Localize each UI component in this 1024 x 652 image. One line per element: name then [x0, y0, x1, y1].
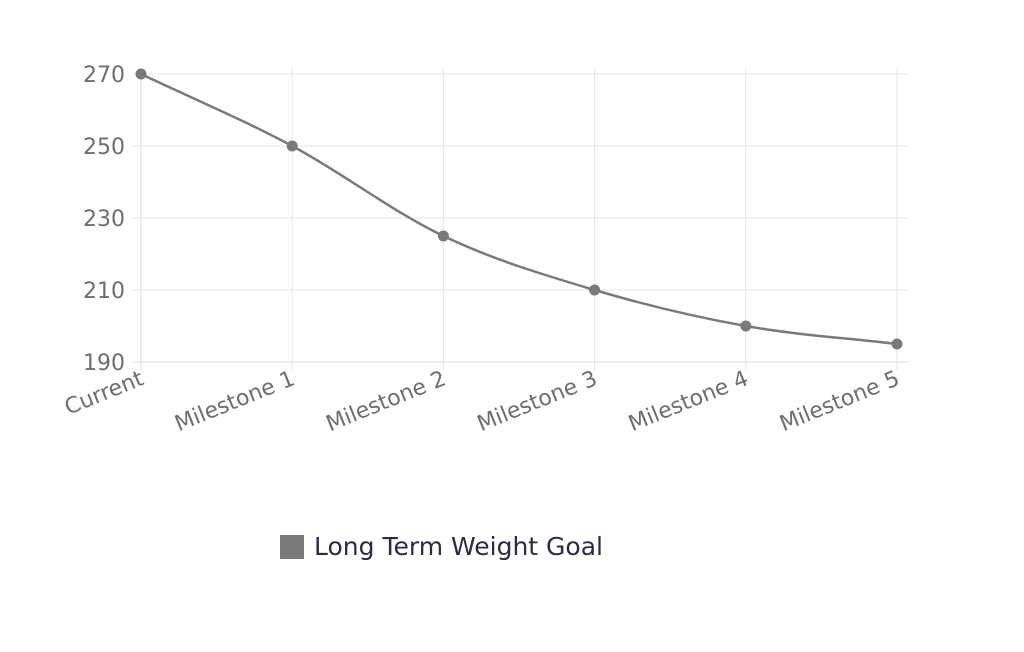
- data-point-milestone-2[interactable]: [437, 230, 449, 242]
- series-layer: [135, 68, 903, 350]
- data-point-milestone-1[interactable]: [286, 140, 298, 152]
- y-tick-label: 190: [83, 351, 125, 376]
- y-tick-label: 250: [83, 135, 125, 160]
- data-point-milestone-3[interactable]: [589, 284, 601, 296]
- data-point-current[interactable]: [135, 68, 147, 80]
- chart-legend[interactable]: Long Term Weight Goal: [280, 533, 603, 561]
- y-tick-label: 270: [83, 63, 125, 88]
- x-tick-label: Milestone 1: [172, 366, 299, 437]
- data-point-milestone-4[interactable]: [740, 320, 752, 332]
- data-point-milestone-5[interactable]: [891, 338, 903, 350]
- series-line-long-term-weight-goal: [140, 72, 898, 346]
- x-tick-label: Milestone 5: [776, 366, 903, 437]
- legend-label: Long Term Weight Goal: [314, 532, 603, 561]
- grid-layer: [133, 68, 909, 370]
- legend-swatch: [280, 535, 304, 559]
- x-tick-label: Milestone 3: [474, 366, 601, 437]
- y-tick-label: 210: [83, 279, 125, 304]
- y-tick-label: 230: [83, 207, 125, 232]
- x-tick-label: Milestone 4: [625, 366, 752, 437]
- x-tick-label: Milestone 2: [323, 366, 450, 437]
